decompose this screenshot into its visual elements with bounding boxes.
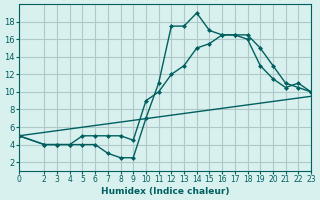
X-axis label: Humidex (Indice chaleur): Humidex (Indice chaleur): [101, 187, 229, 196]
